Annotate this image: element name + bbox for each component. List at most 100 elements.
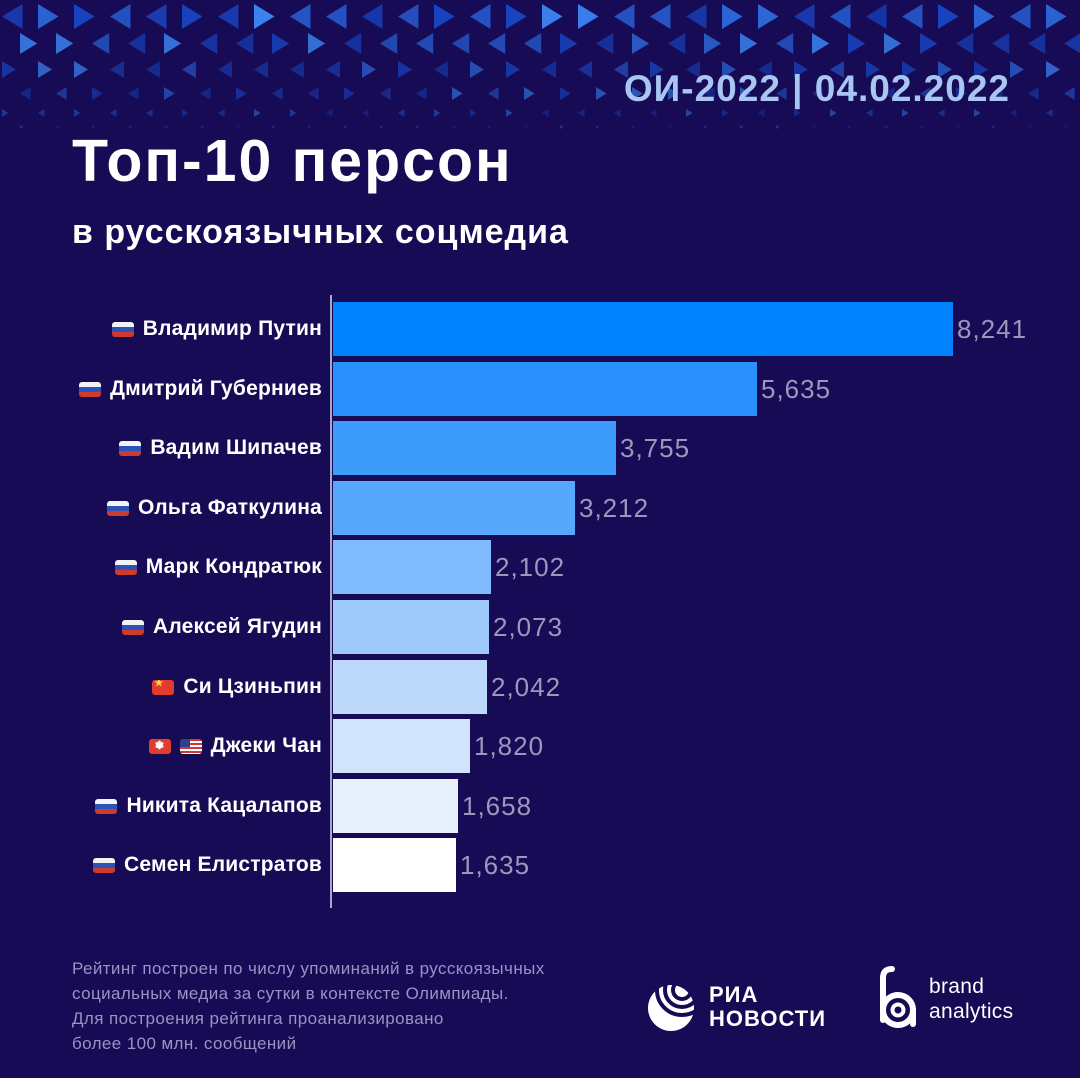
triangle-decoration	[668, 87, 679, 100]
triangle-decoration	[956, 33, 974, 54]
triangle-decoration	[2, 109, 9, 117]
triangle-decoration	[344, 33, 362, 54]
triangle-decoration	[38, 61, 52, 78]
triangle-decoration	[452, 125, 456, 129]
flag-ru-icon	[93, 857, 116, 873]
bar-1	[333, 302, 953, 356]
person-label: Семен Елистратов	[0, 838, 322, 892]
triangle-decoration	[776, 125, 780, 129]
value-label: 1,635	[460, 850, 531, 880]
triangle-decoration	[974, 4, 995, 29]
triangle-decoration	[380, 33, 398, 54]
triangle-decoration	[866, 4, 887, 29]
triangle-decoration	[218, 109, 225, 117]
value-label: 1,658	[462, 791, 533, 821]
triangle-decoration	[920, 125, 924, 129]
triangle-decoration	[776, 87, 787, 100]
triangle-decoration	[722, 61, 736, 78]
page-subtitle: в русскоязычных соцмедиа	[72, 213, 569, 251]
triangle-decoration	[758, 109, 765, 117]
bar-7	[333, 660, 487, 714]
triangle-decoration	[974, 61, 988, 78]
triangle-decoration	[542, 109, 549, 117]
triangle-decoration	[902, 61, 916, 78]
triangle-decoration	[1046, 61, 1060, 78]
bar-2	[333, 362, 757, 416]
triangle-decoration	[470, 61, 484, 78]
bar-3	[333, 421, 616, 475]
triangle-decoration	[506, 109, 513, 117]
triangle-decoration	[56, 125, 60, 129]
person-label: Марк Кондратюк	[0, 540, 322, 594]
triangle-decoration	[362, 4, 383, 29]
chart-axis-line	[330, 295, 332, 908]
triangle-decoration	[488, 87, 499, 100]
triangle-decoration	[1046, 4, 1067, 29]
triangle-decoration	[470, 109, 477, 117]
triangle-decoration	[200, 87, 211, 100]
triangle-decoration	[812, 125, 816, 129]
triangle-pattern-decoration	[2, 4, 1080, 129]
brand-analytics-icon	[880, 966, 916, 1028]
triangle-decoration	[344, 87, 355, 100]
triangle-decoration	[956, 87, 967, 100]
flag-ru-icon	[114, 559, 137, 575]
triangle-decoration	[812, 87, 823, 100]
page-title: Топ-10 персон	[72, 128, 513, 194]
triangle-decoration	[416, 125, 420, 129]
flag-us-icon	[179, 738, 202, 754]
triangle-decoration	[848, 87, 859, 100]
triangle-decoration	[830, 4, 851, 29]
value-label: 3,755	[620, 433, 691, 463]
flag-cn-icon	[152, 679, 175, 695]
triangle-decoration	[254, 109, 261, 117]
value-label: 2,102	[495, 552, 566, 582]
note-line: Рейтинг построен по числу упоминаний в р…	[72, 959, 545, 978]
value-label: 3,212	[579, 493, 650, 523]
triangle-decoration	[56, 33, 74, 54]
triangle-decoration	[614, 109, 621, 117]
triangle-decoration	[254, 61, 268, 78]
ria-logo-line1: РИА	[709, 982, 759, 1007]
flag-hk-icon	[148, 738, 171, 754]
triangle-decoration	[488, 33, 506, 54]
triangle-decoration	[758, 4, 779, 29]
triangle-decoration	[794, 4, 815, 29]
triangle-decoration	[164, 33, 182, 54]
triangle-decoration	[704, 125, 708, 129]
triangle-decoration	[218, 4, 239, 29]
triangle-decoration	[344, 125, 348, 129]
triangle-decoration	[542, 4, 563, 29]
ria-globe-icon	[648, 982, 696, 1031]
triangle-decoration	[884, 125, 888, 129]
triangle-decoration	[596, 87, 607, 100]
triangle-decoration	[380, 87, 391, 100]
triangle-decoration	[704, 33, 722, 54]
triangle-decoration	[452, 33, 470, 54]
triangle-decoration	[398, 61, 412, 78]
triangle-decoration	[506, 61, 520, 78]
triangle-decoration	[308, 33, 326, 54]
triangle-decoration	[164, 87, 175, 100]
triangle-decoration	[182, 4, 203, 29]
triangle-decoration	[416, 87, 427, 100]
person-name: Джеки Чан	[210, 734, 322, 757]
triangle-decoration	[164, 125, 168, 129]
triangle-decoration	[236, 33, 254, 54]
triangle-decoration	[92, 33, 110, 54]
triangle-decoration	[740, 33, 758, 54]
triangle-decoration	[524, 87, 535, 100]
triangle-decoration	[380, 125, 384, 129]
triangle-decoration	[794, 109, 801, 117]
triangle-decoration	[290, 61, 304, 78]
triangle-decoration	[236, 125, 240, 129]
triangle-decoration	[434, 4, 455, 29]
triangle-decoration	[326, 61, 340, 78]
triangle-decoration	[1028, 33, 1046, 54]
triangle-decoration	[848, 125, 852, 129]
methodology-note: Рейтинг построен по числу упоминаний в р…	[72, 956, 545, 1056]
triangle-decoration	[1028, 87, 1039, 100]
triangle-decoration	[74, 4, 95, 29]
note-line: более 100 млн. сообщений	[72, 1034, 297, 1053]
triangle-decoration	[218, 61, 232, 78]
